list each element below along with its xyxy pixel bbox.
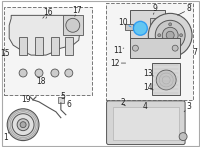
- FancyBboxPatch shape: [4, 7, 92, 95]
- Circle shape: [166, 31, 174, 39]
- Text: 15: 15: [0, 49, 10, 58]
- Text: 7: 7: [193, 48, 197, 57]
- Circle shape: [162, 27, 178, 43]
- FancyBboxPatch shape: [107, 101, 185, 145]
- Text: 18: 18: [36, 77, 46, 86]
- Bar: [152, 63, 180, 95]
- Text: 12: 12: [110, 59, 119, 68]
- Circle shape: [66, 18, 80, 32]
- Circle shape: [19, 69, 27, 77]
- Text: 4: 4: [143, 102, 148, 111]
- Text: 16: 16: [43, 8, 53, 17]
- Text: 9: 9: [153, 4, 158, 13]
- Bar: [125, 24, 133, 30]
- Text: 11: 11: [113, 46, 122, 55]
- Bar: [35, 37, 43, 55]
- Circle shape: [12, 114, 34, 136]
- Text: 3: 3: [187, 102, 192, 111]
- Bar: [130, 10, 165, 38]
- Text: 1: 1: [3, 133, 8, 142]
- Circle shape: [155, 20, 185, 50]
- Circle shape: [179, 133, 187, 141]
- Circle shape: [180, 34, 183, 37]
- Text: 6: 6: [66, 100, 71, 109]
- Text: 17: 17: [72, 6, 82, 15]
- Text: 19: 19: [21, 95, 31, 104]
- Bar: [58, 97, 64, 103]
- Circle shape: [17, 119, 29, 131]
- Text: 13: 13: [144, 69, 153, 77]
- Text: 14: 14: [144, 83, 153, 92]
- Text: 10: 10: [119, 18, 128, 27]
- Bar: [113, 107, 179, 140]
- Bar: [150, 18, 164, 28]
- Text: 2: 2: [120, 98, 125, 107]
- Circle shape: [169, 45, 172, 48]
- Bar: [65, 37, 73, 55]
- Circle shape: [7, 109, 39, 141]
- Polygon shape: [9, 15, 81, 55]
- Circle shape: [20, 122, 26, 128]
- Bar: [51, 37, 59, 55]
- FancyBboxPatch shape: [106, 3, 193, 100]
- Text: 8: 8: [187, 4, 191, 13]
- Circle shape: [172, 45, 178, 51]
- Circle shape: [51, 69, 59, 77]
- Bar: [130, 38, 180, 58]
- Circle shape: [132, 45, 138, 51]
- Circle shape: [148, 13, 192, 57]
- Circle shape: [156, 70, 176, 90]
- Bar: [19, 37, 27, 55]
- Circle shape: [133, 21, 147, 35]
- Circle shape: [158, 34, 161, 37]
- Circle shape: [169, 23, 172, 26]
- Circle shape: [65, 69, 73, 77]
- Bar: [63, 15, 83, 35]
- Circle shape: [35, 69, 43, 77]
- Text: 5: 5: [60, 92, 65, 101]
